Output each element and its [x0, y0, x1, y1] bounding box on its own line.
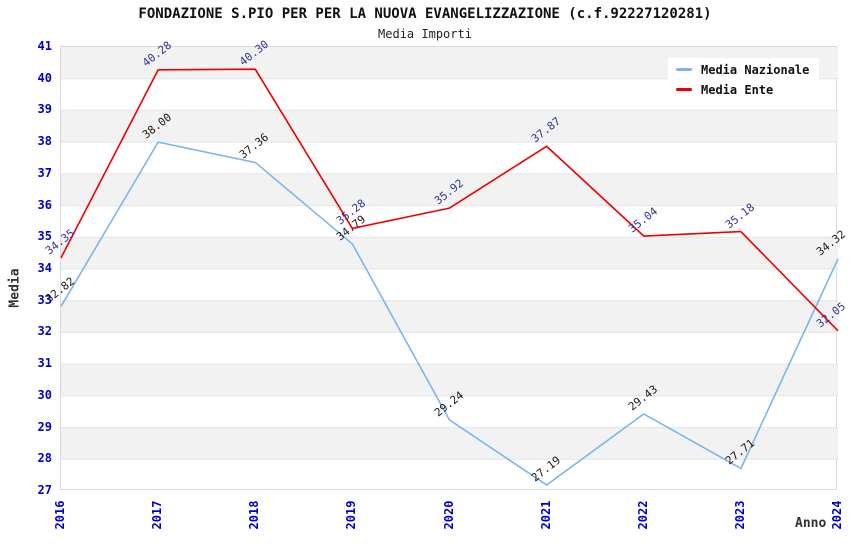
y-tick-34: 34 — [37, 261, 52, 275]
background-band — [61, 110, 838, 143]
x-tick-2017: 2017 — [150, 500, 165, 530]
x-tick-2023: 2023 — [732, 500, 747, 530]
y-tick-31: 31 — [37, 356, 52, 371]
legend-label: Media Ente — [701, 82, 774, 97]
x-tick-2022: 2022 — [635, 500, 650, 530]
legend-label: Media Nazionale — [701, 62, 810, 77]
background-band — [61, 237, 838, 269]
y-tick-28: 28 — [37, 451, 52, 466]
legend: Media Nazionale Media Ente — [668, 58, 820, 101]
y-tick-37: 37 — [37, 165, 52, 180]
background-band — [61, 427, 838, 460]
x-tick-2016: 2016 — [53, 500, 67, 530]
series-line-media-nazionale — [60, 141, 839, 486]
x-tick-2024: 2024 — [830, 500, 844, 530]
background-band — [61, 364, 838, 396]
legend-swatch-media-ente — [676, 88, 692, 91]
background-band — [61, 173, 838, 206]
x-axis-title: Anno — [795, 516, 827, 531]
y-tick-36: 36 — [37, 197, 52, 212]
chart-title: FONDAZIONE S.PIO PER PER LA NUOVA EVANGE… — [138, 6, 712, 22]
y-tick-39: 39 — [37, 102, 52, 117]
y-tick-40: 40 — [37, 70, 52, 85]
x-tick-2018: 2018 — [247, 500, 262, 530]
y-tick-38: 38 — [37, 134, 52, 149]
y-tick-32: 32 — [37, 324, 52, 339]
y-tick-35: 35 — [37, 229, 52, 244]
chart-subtitle: Media Importi — [378, 27, 472, 41]
chart-canvas — [60, 47, 839, 486]
y-tick-27: 27 — [37, 483, 52, 497]
y-tick-29: 29 — [37, 419, 52, 434]
plot-area — [60, 46, 839, 490]
y-tick-33: 33 — [37, 292, 52, 307]
legend-item-media-nazionale[interactable]: Media Nazionale — [676, 61, 809, 78]
x-tick-2021: 2021 — [538, 500, 553, 530]
x-tick-2019: 2019 — [344, 500, 359, 530]
legend-item-media-ente[interactable]: Media Ente — [676, 81, 809, 98]
series-line-media-ente — [60, 68, 839, 332]
background-band — [61, 300, 838, 333]
y-tick-41: 41 — [37, 39, 52, 53]
y-tick-30: 30 — [37, 387, 52, 402]
x-tick-2020: 2020 — [441, 500, 456, 530]
legend-swatch-media-nazionale — [676, 68, 692, 71]
